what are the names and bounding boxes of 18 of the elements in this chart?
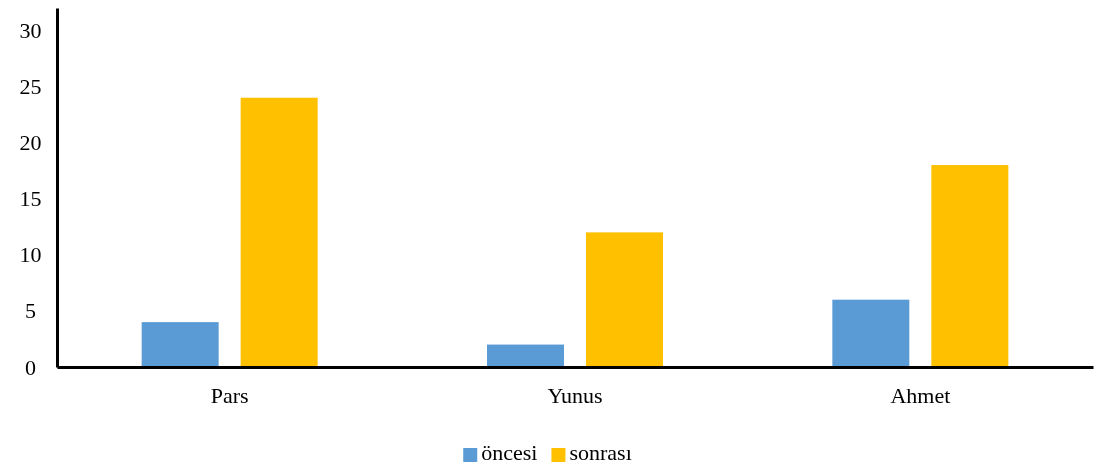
bar bbox=[240, 97, 318, 367]
y-tick-label: 15 bbox=[19, 186, 42, 212]
y-tick-label: 0 bbox=[25, 354, 37, 380]
bar bbox=[931, 165, 1009, 367]
x-tick-label: Pars bbox=[210, 382, 249, 408]
y-tick-label: 30 bbox=[19, 17, 42, 43]
bar bbox=[487, 344, 564, 367]
legend-label: öncesi bbox=[481, 440, 538, 465]
x-tick-label: Yunus bbox=[547, 382, 603, 408]
y-tick-label: 20 bbox=[19, 130, 42, 156]
y-tick-label: 10 bbox=[19, 242, 42, 268]
y-tick-label: 5 bbox=[25, 298, 37, 324]
legend-label: sonrası bbox=[569, 440, 632, 465]
bar bbox=[832, 299, 910, 367]
x-tick-label: Ahmet bbox=[890, 382, 951, 408]
bar bbox=[141, 322, 219, 367]
bar bbox=[586, 232, 663, 367]
y-tick-label: 25 bbox=[19, 74, 42, 100]
